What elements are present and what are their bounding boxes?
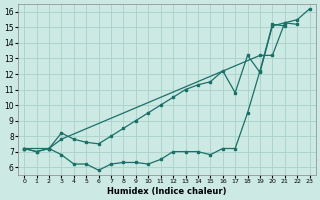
X-axis label: Humidex (Indice chaleur): Humidex (Indice chaleur) <box>107 187 227 196</box>
